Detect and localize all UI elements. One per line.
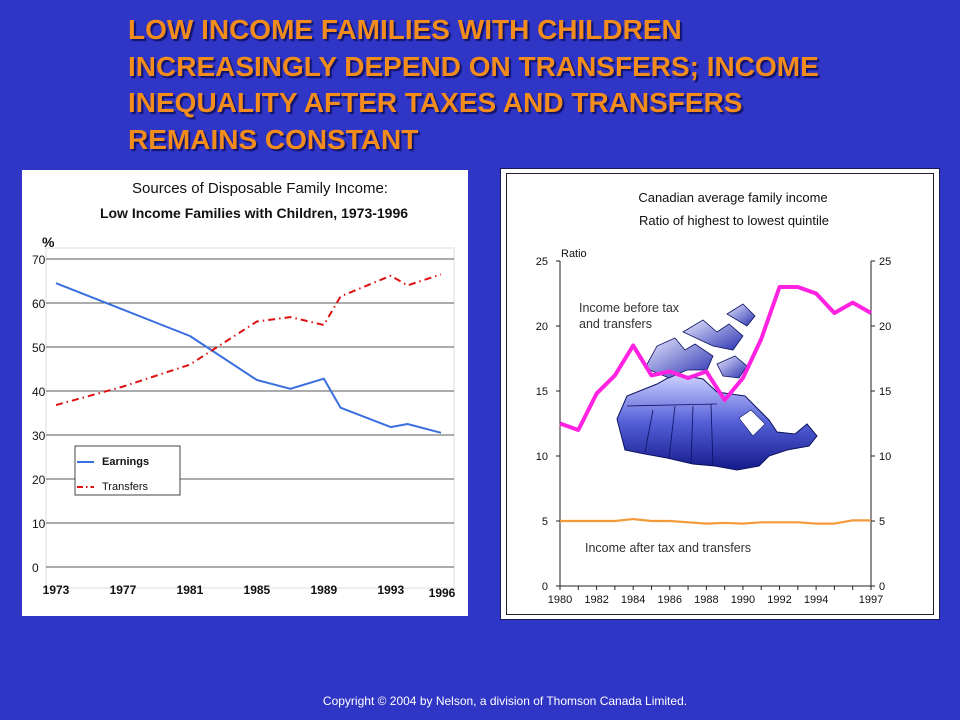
left-y-tick: 10 <box>32 517 46 531</box>
left-y-tick: 20 <box>32 473 46 487</box>
right-y-tick-right: 10 <box>879 451 891 463</box>
left-y-tick: 50 <box>32 341 46 355</box>
left-y-tick: 70 <box>32 253 46 267</box>
right-x-tick: 1988 <box>694 594 718 606</box>
right-y-tick-left: 15 <box>536 386 548 398</box>
left-x-tick: 1996 <box>429 586 456 600</box>
right-x-tick: 1982 <box>584 594 608 606</box>
legend-box <box>74 445 181 496</box>
left-plot-frame <box>45 247 455 589</box>
right-chart-panel: Canadian average family income Ratio of … <box>500 168 940 620</box>
left-x-tick: 1977 <box>110 583 137 597</box>
right-y-tick-right: 20 <box>879 321 891 333</box>
left-chart-panel: Sources of Disposable Family Income: Low… <box>22 170 468 616</box>
income-sources-chart: Sources of Disposable Family Income: Low… <box>32 180 456 600</box>
right-tick-labels: 0 0 5 5 10 10 15 15 20 20 25 25 1980 1982 1984 1986 1988… <box>536 256 892 606</box>
left-x-tick-labels: 1973 1977 1981 1985 1989 1993 1996 <box>43 583 456 600</box>
right-y-tick-left: 5 <box>542 516 548 528</box>
left-y-tick: 30 <box>32 429 46 443</box>
right-x-tick: 1984 <box>621 594 645 606</box>
right-chart-title: Canadian average family income <box>638 190 827 205</box>
left-x-tick: 1981 <box>177 583 204 597</box>
slide-title: LOW INCOME FAMILIES WITH CHILDREN INCREA… <box>128 12 928 158</box>
label-after-tax: Income after tax and transfers <box>585 541 751 555</box>
right-y-tick-right: 25 <box>879 256 891 268</box>
right-axes <box>556 260 875 590</box>
left-legend: Earnings Transfers <box>74 445 181 496</box>
income-ratio-chart: Canadian average family income Ratio of … <box>536 190 892 606</box>
left-gridlines <box>46 258 454 568</box>
title-line: REMAINS CONSTANT <box>128 123 419 155</box>
legend-label-transfers: Transfers <box>102 481 149 493</box>
left-chart-title: Sources of Disposable Family Income: <box>132 180 388 197</box>
series-line-before-tax <box>559 285 872 432</box>
right-x-tick: 1997 <box>859 594 883 606</box>
right-y-tick-left: 25 <box>536 256 548 268</box>
right-series-group <box>559 285 872 525</box>
left-x-tick: 1993 <box>377 583 404 597</box>
right-x-tick: 1990 <box>731 594 755 606</box>
right-y-tick-right: 5 <box>879 516 885 528</box>
label-before-tax-line1: Income before tax <box>579 301 680 315</box>
series-line-earnings <box>55 282 442 434</box>
left-x-tick: 1973 <box>43 583 70 597</box>
left-x-tick: 1989 <box>310 583 337 597</box>
right-y-tick-left: 0 <box>542 581 548 593</box>
right-x-tick: 1992 <box>767 594 791 606</box>
right-y-tick-left: 20 <box>536 321 548 333</box>
label-before-tax-line2: and transfers <box>579 317 652 331</box>
right-chart-subtitle: Ratio of highest to lowest quintile <box>639 213 829 228</box>
title-line: LOW INCOME FAMILIES WITH CHILDREN <box>128 14 682 45</box>
series-line-transfers <box>55 273 442 407</box>
right-y-tick-right: 0 <box>879 581 885 593</box>
copyright-notice: Copyright © 2004 by Nelson, a division o… <box>322 694 688 708</box>
left-y-tick: 0 <box>32 561 39 575</box>
canada-map-image <box>616 303 818 471</box>
left-y-tick: 40 <box>32 385 46 399</box>
right-y-tick-right: 15 <box>879 386 891 398</box>
legend-label-earnings: Earnings <box>102 456 149 468</box>
right-y-tick-left: 10 <box>536 451 548 463</box>
right-x-tick: 1986 <box>658 594 682 606</box>
right-x-tick: 1994 <box>804 594 828 606</box>
left-chart-subtitle: Low Income Families with Children, 1973-… <box>100 205 408 221</box>
title-line: INEQUALITY AFTER TAXES AND TRANSFERS <box>128 87 743 118</box>
left-chart-ylabel: % <box>42 234 55 250</box>
title-line: INCREASINGLY DEPEND ON TRANSFERS; INCOME <box>128 50 819 82</box>
right-x-tick: 1980 <box>548 594 572 606</box>
right-chart-ylabel: Ratio <box>561 248 587 260</box>
left-x-tick: 1985 <box>244 583 271 597</box>
right-chart-frame: Canadian average family income Ratio of … <box>506 173 934 615</box>
left-y-tick-labels: 0 10 20 30 40 50 60 70 <box>32 253 46 575</box>
left-series-group <box>55 273 442 434</box>
left-y-tick: 60 <box>32 297 46 311</box>
series-line-after-tax <box>560 517 871 525</box>
